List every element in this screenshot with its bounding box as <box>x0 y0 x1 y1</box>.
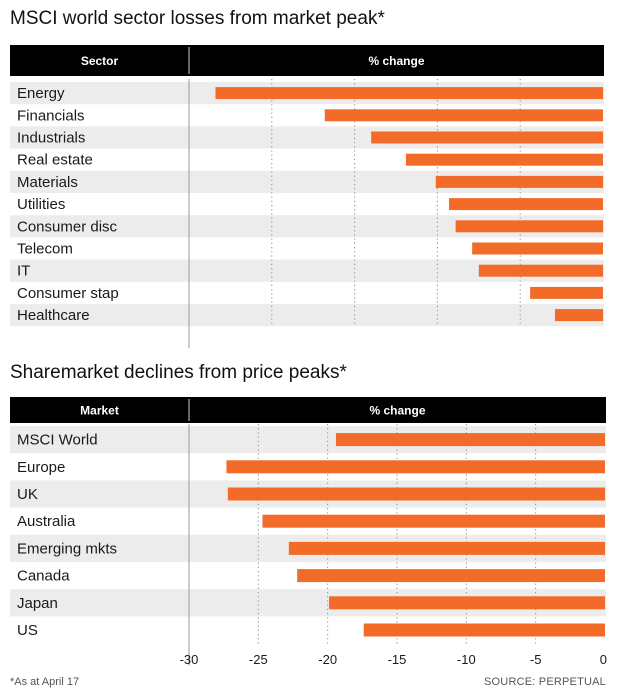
tick-label: -50 <box>180 357 199 360</box>
category-label-healthcare: Healthcare <box>17 307 90 324</box>
category-label-real-estate: Real estate <box>17 152 93 169</box>
category-label-europe: Europe <box>17 459 65 476</box>
sharemarket-declines-chart: Market % change MSCI World Europe UK Australi… <box>10 397 607 667</box>
category-label-financials: Financials <box>17 107 85 124</box>
footnote: *As at April 17 <box>10 676 80 688</box>
category-label-consumer-stap: Consumer stap <box>17 285 119 302</box>
tick-label: -20 <box>318 652 337 667</box>
bar-it <box>478 264 603 277</box>
chart-title-sharemarket-declines: Sharemarket declines from price peaks* <box>10 362 347 383</box>
category-label-energy: Energy <box>17 85 65 102</box>
category-label-emerging-mkts: Emerging mkts <box>17 540 117 557</box>
category-label-msci-world: MSCI World <box>17 432 98 449</box>
header-value: % change <box>368 54 424 68</box>
bar-consumer-disc <box>455 220 603 233</box>
bar-energy <box>215 87 603 100</box>
tick-label: -30 <box>180 652 199 667</box>
tick-label: -40 <box>262 357 281 360</box>
bar-utilities <box>448 198 603 211</box>
tick-label: 0 <box>598 357 605 360</box>
category-label-uk: UK <box>17 486 38 503</box>
category-label-japan: Japan <box>17 595 58 612</box>
table-header <box>10 45 604 76</box>
category-label-us: US <box>17 622 38 639</box>
tick-label: -15 <box>388 652 407 667</box>
bar-msci-world <box>335 433 605 447</box>
bar-europe <box>226 460 605 474</box>
bar-australia <box>262 514 605 528</box>
bar-financials <box>324 109 603 122</box>
chart-title-sector-losses: MSCI world sector losses from market pea… <box>10 8 385 29</box>
category-label-telecom: Telecom <box>17 241 73 258</box>
header-value: % change <box>369 404 425 418</box>
category-label-australia: Australia <box>17 513 76 530</box>
bar-healthcare <box>554 309 603 322</box>
tick-label: -25 <box>249 652 268 667</box>
category-label-industrials: Industrials <box>17 130 85 147</box>
bar-japan <box>329 596 605 610</box>
bar-canada <box>297 569 605 583</box>
tick-label: -10 <box>457 652 476 667</box>
category-label-consumer-disc: Consumer disc <box>17 218 118 235</box>
bar-industrials <box>371 131 603 144</box>
category-label-it: IT <box>17 263 30 280</box>
category-label-canada: Canada <box>17 568 70 585</box>
bar-telecom <box>472 242 603 255</box>
bar-consumer-stap <box>530 286 603 299</box>
header-category: Sector <box>81 54 119 68</box>
table-header <box>10 397 606 423</box>
row-stripe <box>10 215 604 238</box>
bar-materials <box>435 175 603 188</box>
bar-uk <box>227 487 605 501</box>
bar-us <box>363 623 605 637</box>
source-note: SOURCE: PERPETUAL <box>484 676 606 688</box>
category-label-materials: Materials <box>17 174 78 191</box>
bar-real-estate <box>405 153 603 166</box>
sector-losses-chart: Sector % change Energy Financials Industrial… <box>10 45 605 360</box>
bar-emerging-mkts <box>288 541 605 555</box>
tick-label: 0 <box>600 652 607 667</box>
tick-label: -10 <box>511 357 530 360</box>
tick-label: -20 <box>428 357 447 360</box>
category-label-utilities: Utilities <box>17 196 65 213</box>
row-stripe <box>10 259 604 282</box>
row-stripe <box>10 304 604 327</box>
tick-label: -30 <box>345 357 364 360</box>
tick-label: -5 <box>530 652 542 667</box>
header-category: Market <box>80 404 119 418</box>
